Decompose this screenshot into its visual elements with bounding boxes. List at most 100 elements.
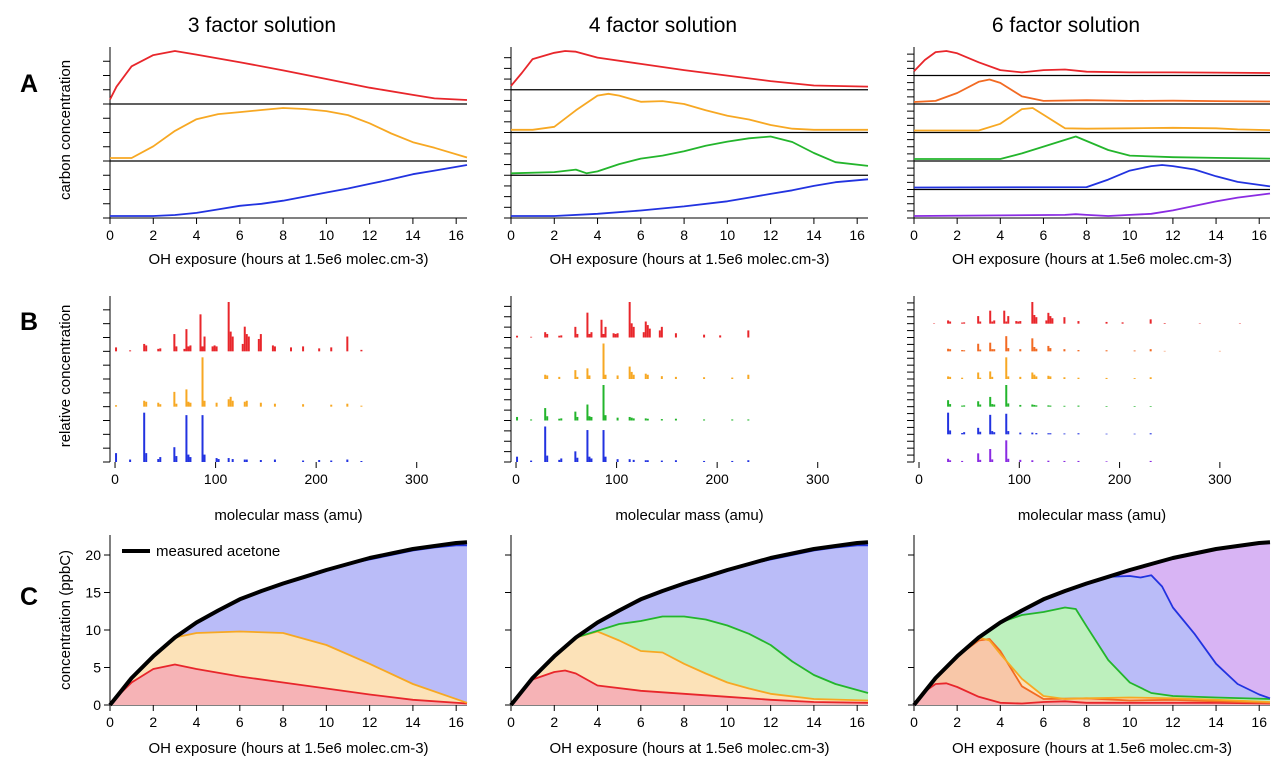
x-tick-label: 0 <box>106 227 114 243</box>
factor-time-series-green <box>914 135 1271 160</box>
factor-time-series-red <box>510 50 869 88</box>
x-tick-label: 0 <box>111 471 119 487</box>
measured-acetone-line <box>108 540 468 707</box>
x-tick-label: 14 <box>405 227 421 243</box>
row-letter-b: B <box>20 308 38 336</box>
panel-b-col3: 0 100 200 300 molecular mass (amu) <box>907 296 1241 524</box>
x-tick-label: 12 <box>362 714 378 730</box>
x-tick-label: 10 <box>720 227 736 243</box>
x-axis-label: OH exposure (hours at 1.5e6 molec.cm-3) <box>148 740 428 757</box>
x-axis-label: molecular mass (amu) <box>1018 507 1166 524</box>
panel-a-col3: 0 2 4 6 8 10 12 14 16 OH exposure (hours at 1.5e6… <box>907 47 1271 268</box>
x-tick-label: 2 <box>550 714 558 730</box>
row-c-ylabel: concentration (ppbC) <box>57 550 74 690</box>
x-tick-label: 12 <box>1165 714 1181 730</box>
x-tick-label: 300 <box>1208 471 1232 487</box>
x-tick-label: 8 <box>1083 714 1091 730</box>
x-tick-label: 16 <box>1251 714 1267 730</box>
x-axis-label: OH exposure (hours at 1.5e6 molec.cm-3) <box>952 251 1232 268</box>
panel-a-col2: 0 2 4 6 8 10 12 14 16 OH exposure (hours at 1.5e6… <box>504 47 869 268</box>
stacked-area-edge-red <box>913 682 1271 706</box>
x-tick-label: 2 <box>953 227 961 243</box>
x-tick-label: 16 <box>849 714 865 730</box>
y-tick-label: 5 <box>93 660 101 676</box>
x-tick-label: 0 <box>106 714 114 730</box>
x-tick-label: 4 <box>594 714 602 730</box>
x-tick-label: 0 <box>910 714 918 730</box>
x-tick-label: 8 <box>1083 227 1091 243</box>
panel-a-col1: 0 2 4 6 8 10 12 14 16 OH exposure (hours at 1.5e6… <box>103 47 468 268</box>
factor-time-series-blue <box>110 164 468 217</box>
x-tick-label: 100 <box>605 471 629 487</box>
x-tick-label: 6 <box>1040 714 1048 730</box>
x-tick-label: 4 <box>996 227 1004 243</box>
x-tick-label: 8 <box>279 227 287 243</box>
x-tick-label: 10 <box>1122 714 1138 730</box>
column-title-3-factor: 3 factor solution <box>188 14 336 37</box>
x-tick-label: 6 <box>637 714 645 730</box>
y-tick-label: 0 <box>93 697 101 713</box>
panel-c-col3: 0 2 4 6 8 10 12 14 16 OH exposure (hours at 1.5e6… <box>908 535 1271 757</box>
x-tick-label: 100 <box>1008 471 1032 487</box>
factor-time-series-green <box>510 135 869 175</box>
measured-acetone-line <box>912 540 1271 707</box>
x-axis-label: OH exposure (hours at 1.5e6 molec.cm-3) <box>952 740 1232 757</box>
x-axis-label: molecular mass (amu) <box>615 507 763 524</box>
x-tick-label: 12 <box>763 227 779 243</box>
factor-time-series-red <box>109 50 468 101</box>
x-tick-label: 2 <box>149 714 157 730</box>
panel-b-col2: 0 100 200 300 molecular mass (amu) <box>504 296 830 524</box>
x-tick-label: 8 <box>279 714 287 730</box>
stacked-area-red <box>914 683 1270 705</box>
x-tick-label: 300 <box>806 471 830 487</box>
row-b-ylabel: relative concentration <box>57 305 74 448</box>
factor-time-series-blue <box>511 178 869 217</box>
factor-time-series-yellow <box>110 107 468 159</box>
x-tick-label: 2 <box>550 227 558 243</box>
x-tick-label: 0 <box>915 471 923 487</box>
factor-time-series-red <box>913 50 1271 74</box>
x-tick-label: 4 <box>193 227 201 243</box>
stacked-area-red <box>110 664 467 705</box>
x-tick-label: 300 <box>405 471 429 487</box>
x-tick-label: 8 <box>680 227 688 243</box>
x-tick-label: 16 <box>1251 227 1267 243</box>
panel-c-col1: 0 2 4 6 8 10 12 14 16 OH exposure (hours at 1.5e6… <box>85 535 468 757</box>
y-tick-label: 20 <box>85 547 101 563</box>
x-tick-label: 6 <box>236 227 244 243</box>
stacked-area-edge-red <box>109 663 468 706</box>
y-tick-label: 10 <box>85 622 101 638</box>
x-tick-label: 0 <box>512 471 520 487</box>
x-axis-label: molecular mass (amu) <box>214 507 362 524</box>
x-axis-label: OH exposure (hours at 1.5e6 molec.cm-3) <box>549 740 829 757</box>
x-tick-label: 2 <box>953 714 961 730</box>
x-tick-label: 100 <box>204 471 228 487</box>
x-tick-label: 0 <box>507 714 515 730</box>
x-tick-label: 200 <box>705 471 729 487</box>
x-tick-label: 14 <box>806 714 822 730</box>
panel-c-col2: 0 2 4 6 8 10 12 14 16 OH exposure (hours at 1.5e6… <box>505 535 869 757</box>
stacked-area-red <box>511 670 868 705</box>
factor-time-series-purple <box>913 192 1271 217</box>
x-tick-label: 200 <box>1108 471 1132 487</box>
factor-time-series-orange <box>913 78 1271 103</box>
x-tick-label: 8 <box>680 714 688 730</box>
x-tick-label: 6 <box>236 714 244 730</box>
x-tick-label: 6 <box>1040 227 1048 243</box>
row-a-ylabel: carbon concentration <box>57 60 74 200</box>
factor-time-series-blue <box>913 164 1271 189</box>
x-tick-label: 14 <box>1208 714 1224 730</box>
x-tick-label: 12 <box>763 714 779 730</box>
factor-time-series-yellow <box>914 107 1271 132</box>
x-tick-label: 4 <box>193 714 201 730</box>
factor-time-series-yellow <box>511 92 868 131</box>
x-tick-label: 16 <box>448 714 464 730</box>
measured-acetone-line <box>509 540 869 707</box>
x-tick-label: 12 <box>362 227 378 243</box>
row-letter-a: A <box>20 70 38 98</box>
plot-area: 0 2 4 6 8 10 12 14 16 OH exposure (hours at 1.5e6… <box>85 47 1271 757</box>
x-tick-label: 16 <box>849 227 865 243</box>
x-tick-label: 10 <box>319 227 335 243</box>
panel-b-col1: 0 100 200 300 molecular mass (amu) <box>103 296 429 524</box>
x-tick-label: 16 <box>448 227 464 243</box>
